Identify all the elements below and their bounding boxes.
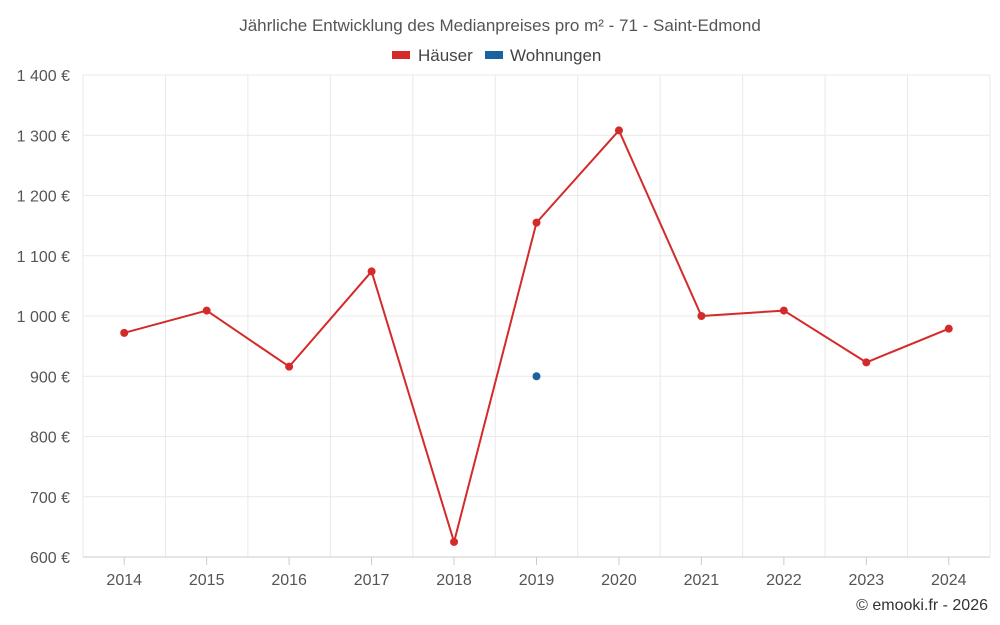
legend-item-haeuser[interactable]: Häuser — [392, 46, 473, 65]
series-wohnungen — [532, 372, 541, 381]
x-tick-label-2017: 2017 — [354, 572, 390, 589]
legend: Häuser Wohnungen — [392, 46, 601, 65]
y-tick-label-800: 800 € — [30, 430, 70, 447]
grid — [82, 74, 991, 557]
y-tick-label-1300: 1 300 € — [17, 128, 70, 145]
y-tick-label-600: 600 € — [30, 550, 70, 567]
x-tick-label-2016: 2016 — [271, 572, 307, 589]
data-point-haeuser-2018[interactable] — [450, 537, 459, 546]
legend-label-wohnungen: Wohnungen — [510, 46, 601, 65]
x-tick-label-2020: 2020 — [601, 572, 637, 589]
y-axis: 600 € 700 € 800 € 900 € 1 000 € 1 100 € 1 200 … — [17, 68, 70, 567]
data-point-haeuser-2020[interactable] — [614, 126, 623, 135]
credit-text: © emooki.fr - 2026 — [856, 597, 988, 614]
chart-title: Jährliche Entwicklung des Medianpreises … — [239, 16, 761, 35]
x-tick-label-2024: 2024 — [931, 572, 967, 589]
y-tick-label-1000: 1 000 € — [17, 309, 70, 326]
y-tick-label-700: 700 € — [30, 490, 70, 507]
data-point-wohnungen-2019[interactable] — [532, 372, 541, 381]
data-point-haeuser-2022[interactable] — [779, 306, 788, 315]
x-axis: 2014 2015 2016 2017 2018 2019 2020 2021 2022 2023… — [83, 556, 990, 589]
x-tick-label-2019: 2019 — [519, 572, 555, 589]
data-point-haeuser-2015[interactable] — [202, 306, 211, 315]
x-tick-label-2018: 2018 — [436, 572, 472, 589]
legend-swatch-wohnungen — [485, 51, 503, 59]
x-tick-label-2023: 2023 — [849, 572, 885, 589]
data-point-haeuser-2019[interactable] — [532, 218, 541, 227]
series — [120, 126, 953, 546]
x-tick-label-2014: 2014 — [106, 572, 142, 589]
x-tick-label-2015: 2015 — [189, 572, 225, 589]
x-tick-label-2021: 2021 — [684, 572, 720, 589]
series-haeuser — [120, 126, 953, 546]
y-tick-label-900: 900 € — [30, 369, 70, 386]
legend-item-wohnungen[interactable]: Wohnungen — [485, 46, 601, 65]
x-tick-label-2022: 2022 — [766, 572, 802, 589]
y-tick-label-1200: 1 200 € — [17, 189, 70, 206]
legend-label-haeuser: Häuser — [418, 46, 473, 65]
y-tick-label-1100: 1 100 € — [17, 249, 70, 266]
data-point-haeuser-2021[interactable] — [697, 312, 706, 320]
y-tick-label-1400: 1 400 € — [17, 68, 70, 85]
data-point-haeuser-2016[interactable] — [285, 362, 294, 371]
legend-swatch-haeuser — [392, 51, 410, 59]
data-point-haeuser-2024[interactable] — [944, 324, 953, 333]
data-point-haeuser-2014[interactable] — [120, 328, 129, 337]
data-point-haeuser-2023[interactable] — [862, 358, 871, 367]
data-point-haeuser-2017[interactable] — [367, 267, 376, 276]
